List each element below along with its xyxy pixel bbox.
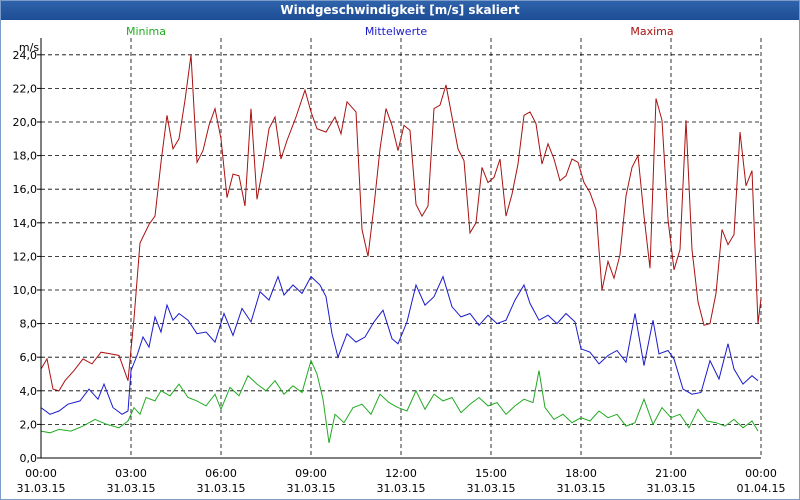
x-tick-time: 18:00 xyxy=(565,467,597,480)
y-tick-label: 12,0 xyxy=(13,250,38,263)
x-tick-date: 31.03.15 xyxy=(377,482,426,495)
legend-minima: Minima xyxy=(126,25,166,38)
x-tick-time: 21:00 xyxy=(655,467,687,480)
axes xyxy=(37,38,761,459)
x-tick-date: 01.04.15 xyxy=(737,482,786,495)
y-tick-label: 0,0 xyxy=(20,452,38,465)
x-tick-time: 03:00 xyxy=(115,467,147,480)
series-line-minima xyxy=(40,359,759,444)
series-line-maxima xyxy=(40,54,762,392)
x-tick-time: 00:00 xyxy=(745,467,777,480)
x-tick-time: 15:00 xyxy=(475,467,507,480)
x-tick-date: 31.03.15 xyxy=(17,482,66,495)
y-tick-label: 6,0 xyxy=(20,351,38,364)
x-tick-date: 31.03.15 xyxy=(557,482,606,495)
x-tick-time: 09:00 xyxy=(295,467,327,480)
y-tick-label: 2,0 xyxy=(20,418,38,431)
y-tick-label: 18,0 xyxy=(13,150,38,163)
chart-canvas: 0,0 2,0 4,0 6,0 8,0 10,0 12,0 14,0 16,0 18,0 20,0 2… xyxy=(13,25,786,495)
series-line-mittelwerte xyxy=(40,275,759,415)
y-tick-label: 8,0 xyxy=(20,318,38,331)
x-tick-date: 31.03.15 xyxy=(287,482,336,495)
x-tick-date: 31.03.15 xyxy=(647,482,696,495)
y-tick-label: 22,0 xyxy=(13,82,38,95)
y-tick-label: 24,0 xyxy=(13,49,38,62)
x-tick-time: 12:00 xyxy=(385,467,417,480)
legend-maxima: Maxima xyxy=(630,25,673,38)
grid-lines xyxy=(40,38,762,459)
x-tick-time: 00:00 xyxy=(25,467,57,480)
x-tick-date: 31.03.15 xyxy=(197,482,246,495)
y-tick-label: 10,0 xyxy=(13,284,38,297)
x-tick-date: 31.03.15 xyxy=(107,482,156,495)
y-tick-label: 4,0 xyxy=(20,385,38,398)
series-lines xyxy=(40,54,762,444)
window-title: Windgeschwindigkeit [m/s] skaliert xyxy=(1,1,799,20)
y-axis-unit-label: m/s xyxy=(19,41,39,54)
y-tick-label: 16,0 xyxy=(13,183,38,196)
y-tick-label: 20,0 xyxy=(13,116,38,129)
x-tick-date: 31.03.15 xyxy=(467,482,516,495)
y-tick-label: 14,0 xyxy=(13,217,38,230)
x-tick-time: 06:00 xyxy=(205,467,237,480)
legend-mittelwerte: Mittelwerte xyxy=(365,25,428,38)
legend: Minima Mittelwerte Maxima xyxy=(126,25,674,38)
axis-labels: 0,0 2,0 4,0 6,0 8,0 10,0 12,0 14,0 16,0 18,0 20,0 2… xyxy=(13,41,786,495)
